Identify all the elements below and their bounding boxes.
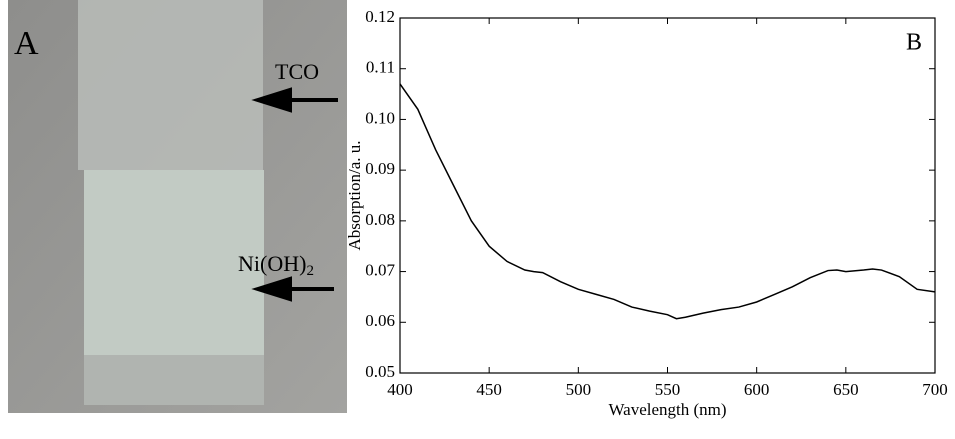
tco-region [78,0,263,170]
photo-panel: A TCO Ni(OH)2 [8,0,347,413]
x-axis-label: Wavelength (nm) [608,400,726,419]
glass-edge [84,355,264,405]
y-tick-label: 0.06 [365,311,395,330]
panel-label: B [906,30,922,56]
nioh-region [84,170,264,355]
data-line [399,83,936,320]
x-tick-label: 500 [566,380,592,399]
panel-label: A [14,25,39,62]
x-tick-label: 600 [744,380,770,399]
arrow-label: TCO [275,59,319,84]
y-tick-label: 0.11 [366,58,395,77]
arrow-label: Ni(OH)2 [238,251,314,279]
y-axis-label: Absorption/a. u. [345,140,364,250]
arrow [251,276,334,302]
label-main: Ni(OH) [238,251,306,276]
x-tick-label: 450 [476,380,502,399]
x-tick-label: 400 [387,380,413,399]
y-tick-label: 0.09 [365,159,395,178]
y-tick-label: 0.05 [365,362,395,381]
y-tick-label: 0.12 [365,7,395,26]
y-tick-label: 0.10 [365,108,395,127]
plot-frame [399,17,936,374]
y-tick-label: 0.07 [365,260,395,279]
x-tick-label: 550 [655,380,681,399]
y-tick-label: 0.08 [365,210,395,229]
x-tick-label: 650 [833,380,859,399]
arrow [251,87,338,113]
x-tick-label: 700 [922,380,948,399]
label-subscript: 2 [306,263,314,279]
